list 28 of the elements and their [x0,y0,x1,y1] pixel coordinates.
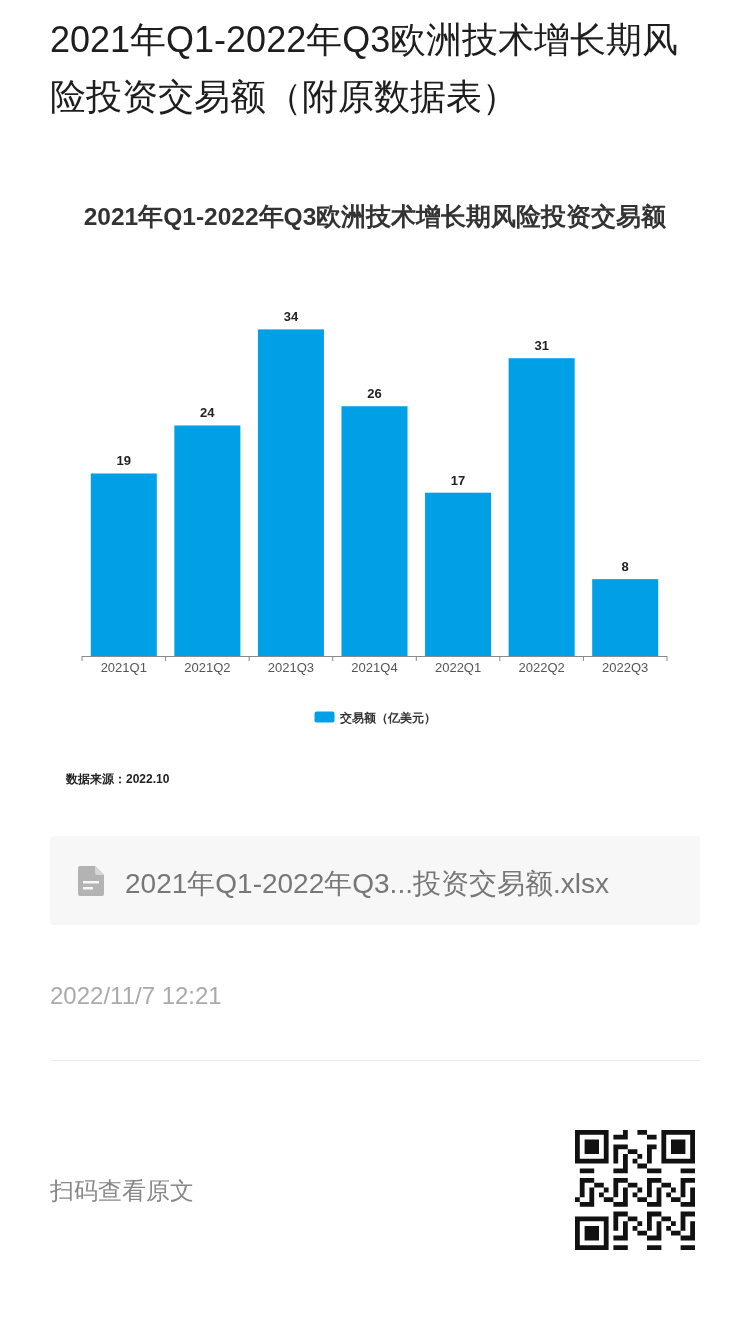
bar [508,358,575,656]
x-tick-label: 2021Q3 [267,660,315,675]
data-label: 26 [367,386,382,402]
bar [90,473,157,656]
bar [174,425,241,656]
text: 2022/11/7 12:21 [50,982,222,1009]
chart-subtitle: 2021年Q1-2022年Q3欧洲技术增长期风险投资交易额 [83,203,668,230]
text: 扫码查看原文 [49,1177,194,1204]
x-tick-label: 2022Q2 [518,660,565,675]
text: 2021年Q1-2022年Q3...投资交易额.xlsx [125,868,609,899]
data-label: 8 [621,559,629,575]
x-tick-label: 2022Q3 [602,660,649,675]
x-tick-label: 2021Q2 [184,660,231,675]
source-note: 数据来源：2022.10 [65,772,170,786]
x-tick-label: 2021Q4 [351,660,398,675]
bar [257,329,324,656]
bar [592,579,659,656]
x-tick-label: 2021Q1 [100,660,147,675]
x-tick-label: 2022Q1 [434,660,482,675]
data-label: 34 [283,309,299,325]
data-label: 31 [534,338,549,354]
bar [425,492,492,656]
bar [341,406,408,656]
data-label: 24 [200,405,216,421]
data-label: 17 [450,472,466,488]
chart-title: 2021年Q1-2022年Q3欧洲技术增长期风险投资交易额（附原数据表） [50,18,680,119]
data-label: 19 [116,453,132,469]
legend-label: 交易额（亿美元） [338,710,436,725]
